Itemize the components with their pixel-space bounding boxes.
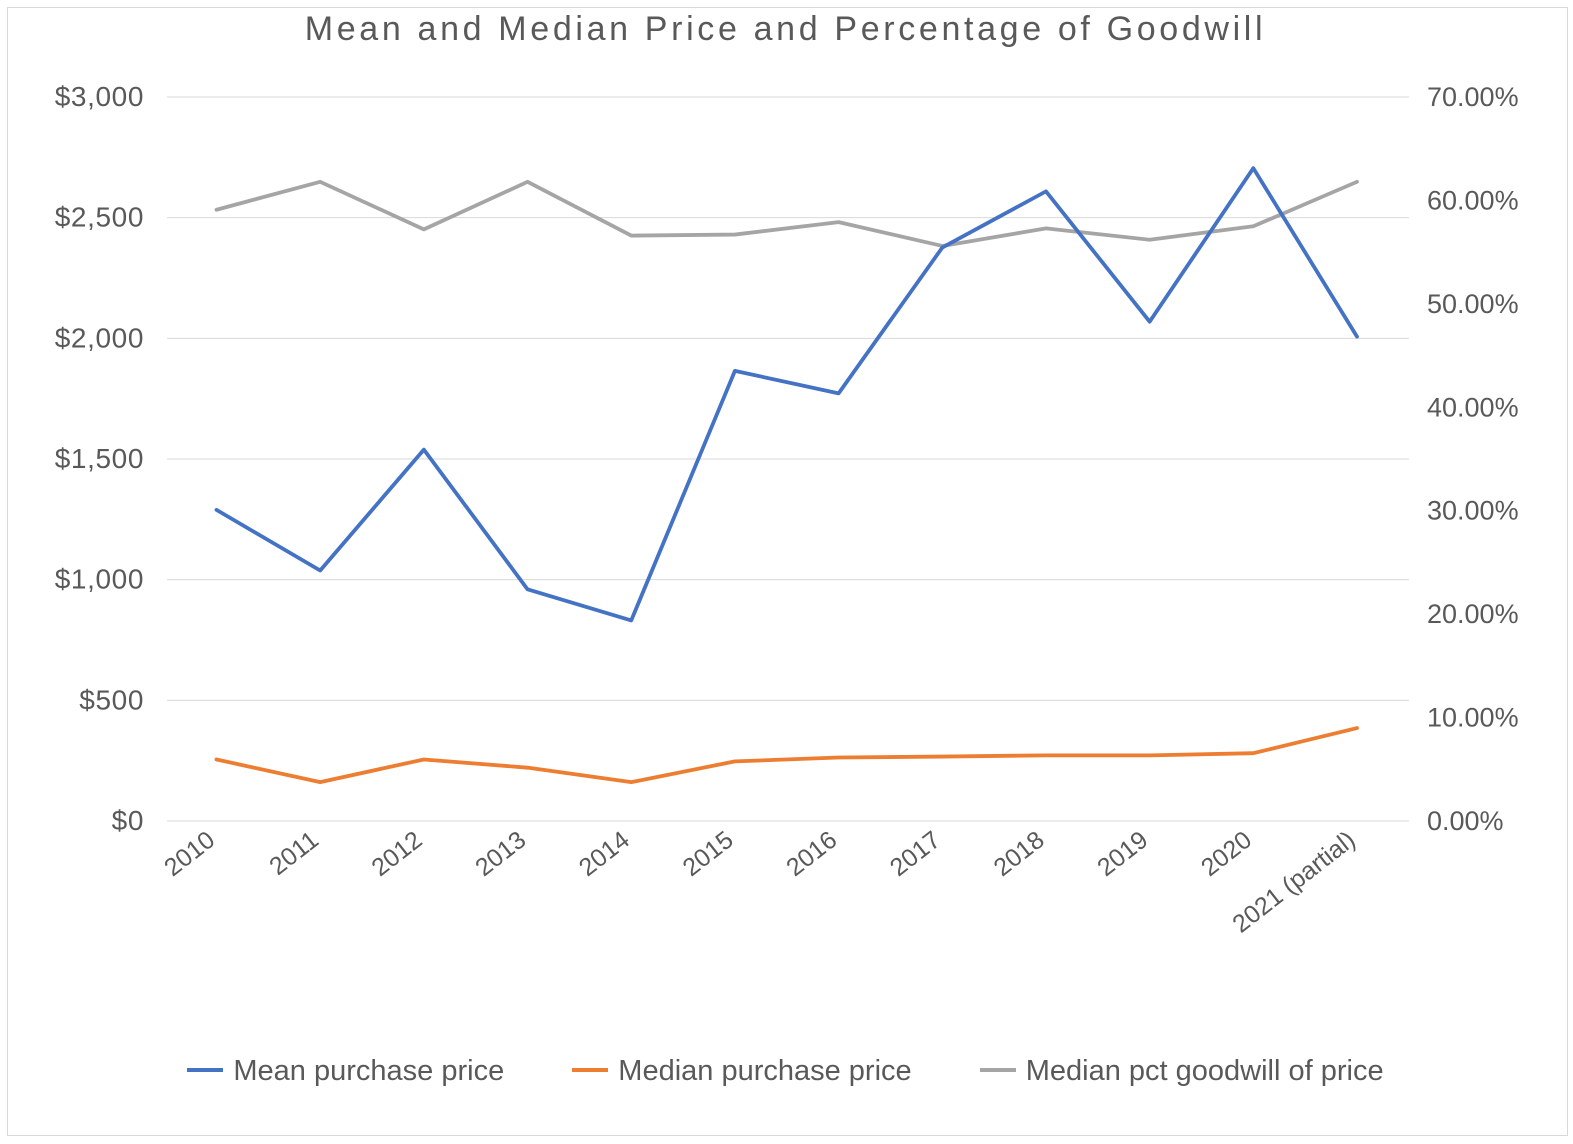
svg-text:40.00%: 40.00% bbox=[1427, 392, 1519, 422]
svg-text:0.00%: 0.00% bbox=[1427, 806, 1504, 836]
svg-text:50.00%: 50.00% bbox=[1427, 289, 1519, 319]
svg-text:2017: 2017 bbox=[885, 826, 946, 882]
svg-text:$1,000: $1,000 bbox=[55, 564, 144, 595]
svg-text:2013: 2013 bbox=[470, 826, 531, 882]
svg-text:2018: 2018 bbox=[989, 826, 1050, 882]
svg-text:2010: 2010 bbox=[159, 826, 220, 882]
svg-text:2012: 2012 bbox=[366, 826, 427, 882]
svg-text:$2,500: $2,500 bbox=[55, 202, 144, 233]
svg-text:2019: 2019 bbox=[1092, 826, 1153, 882]
svg-text:30.00%: 30.00% bbox=[1427, 496, 1519, 526]
svg-text:$3,000: $3,000 bbox=[55, 81, 144, 112]
svg-text:$1,500: $1,500 bbox=[55, 443, 144, 474]
svg-text:2011: 2011 bbox=[264, 826, 324, 881]
svg-text:60.00%: 60.00% bbox=[1427, 185, 1519, 215]
svg-text:$2,000: $2,000 bbox=[55, 322, 144, 353]
svg-text:$0: $0 bbox=[112, 805, 144, 836]
svg-text:2015: 2015 bbox=[678, 826, 739, 882]
svg-text:10.00%: 10.00% bbox=[1427, 703, 1519, 733]
svg-text:2016: 2016 bbox=[781, 826, 842, 882]
svg-text:2014: 2014 bbox=[574, 826, 635, 882]
svg-text:20.00%: 20.00% bbox=[1427, 599, 1519, 629]
svg-text:$500: $500 bbox=[79, 684, 144, 715]
svg-text:2020: 2020 bbox=[1196, 826, 1257, 882]
svg-text:70.00%: 70.00% bbox=[1427, 82, 1519, 112]
